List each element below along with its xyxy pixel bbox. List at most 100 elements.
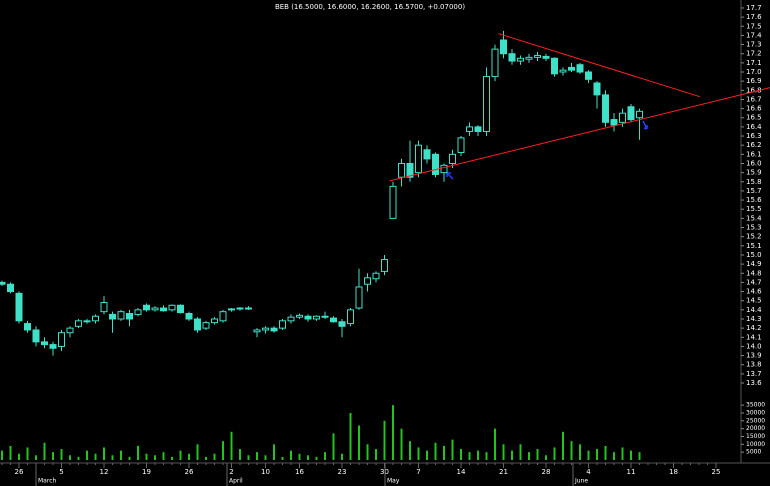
- y-tick-label: 14.7: [746, 278, 762, 286]
- candle-body: [355, 286, 363, 309]
- y-tick-label: 15.4: [746, 214, 762, 222]
- y-tick-label: 14.0: [746, 342, 762, 350]
- y-tick-label: 14.6: [746, 288, 762, 296]
- y-tick-label: 17.6: [746, 13, 762, 21]
- volume-bar: [630, 450, 632, 460]
- volume-bar: [247, 455, 250, 460]
- candle-body: [185, 313, 193, 320]
- y-tick-label: 15.7: [746, 187, 762, 195]
- arrow-marker: [446, 172, 454, 180]
- volume-bar: [392, 405, 394, 460]
- candle-body: [92, 315, 99, 322]
- candle-body: [406, 162, 414, 178]
- candle-body: [253, 329, 261, 333]
- arrow-marker: [642, 120, 648, 130]
- candle-body: [270, 327, 278, 332]
- volume-bar: [26, 447, 29, 460]
- volume-bar: [9, 445, 12, 460]
- candle-body: [109, 313, 116, 320]
- volume-bar: [511, 450, 513, 460]
- volume-bar: [256, 452, 258, 460]
- volume-bar: [171, 456, 173, 460]
- volume-bar: [18, 453, 20, 460]
- candle-body: [466, 126, 473, 132]
- y-tick-label: 14.2: [746, 324, 762, 332]
- volume-bar: [587, 450, 590, 460]
- candle-body: [24, 323, 31, 331]
- y2-tick-label: 5000: [746, 449, 761, 456]
- volume-bar: [52, 452, 54, 460]
- volume-bar: [273, 444, 275, 460]
- y-tick-label: 15.0: [746, 251, 762, 259]
- candle-body: [576, 64, 584, 73]
- candle-body: [194, 318, 201, 331]
- x-tick-label: 5: [59, 468, 63, 476]
- volume-bar: [213, 453, 216, 460]
- volume-bar: [426, 450, 428, 460]
- candle-body: [508, 53, 516, 62]
- candle-body: [432, 153, 439, 175]
- volume-bar: [341, 453, 343, 460]
- y-tick-label: 16.2: [746, 141, 762, 149]
- y-tick-label: 15.5: [746, 205, 762, 213]
- volume-bar: [94, 453, 97, 460]
- volume-bar: [519, 444, 522, 460]
- candle-body: [389, 185, 397, 219]
- x-tick-label: 12: [100, 468, 109, 476]
- volume-bar: [494, 428, 496, 460]
- volume-bar: [536, 449, 539, 460]
- y-tick-label: 14.3: [746, 315, 762, 323]
- volume-bar: [417, 447, 420, 460]
- y-tick-label: 16.7: [746, 95, 762, 103]
- volume-bar: [579, 444, 581, 460]
- volume-bar: [349, 412, 352, 460]
- volume-bar: [222, 441, 224, 460]
- volume-bar: [409, 441, 411, 460]
- candle-body: [296, 314, 303, 318]
- candle-body: [619, 112, 626, 123]
- candle-body: [440, 164, 448, 174]
- y-tick-label: 16.6: [746, 105, 762, 113]
- candle-body: [304, 315, 312, 320]
- volume-bar: [60, 449, 63, 460]
- candle-body: [236, 307, 244, 310]
- volume-bar: [400, 428, 403, 460]
- volume-bar: [451, 439, 454, 460]
- y2-tick-label: 15000: [746, 433, 765, 440]
- y-tick-label: 14.9: [746, 260, 762, 268]
- candle-body: [415, 144, 422, 174]
- x-tick-label: 14: [457, 468, 466, 476]
- volume-bar: [604, 445, 607, 460]
- candle-body: [568, 66, 575, 71]
- x-tick-label: 21: [499, 468, 508, 476]
- candle-body: [330, 317, 337, 323]
- volume-bar: [638, 452, 641, 460]
- x-tick-label: 26: [185, 468, 194, 476]
- volume-bar: [562, 431, 564, 460]
- y-tick-label: 13.8: [746, 361, 762, 369]
- candle-body: [372, 272, 380, 280]
- candle-body: [100, 302, 108, 313]
- candle-body: [321, 315, 329, 318]
- x-tick-label: 23: [338, 468, 347, 476]
- y2-tick-label: 30000: [746, 409, 765, 416]
- chart-title: BEB (16.5000, 16.6000, 16.2600, 16.5700,…: [275, 3, 465, 11]
- candle-body: [126, 313, 133, 320]
- candle-body: [627, 106, 635, 121]
- volume-bar: [307, 455, 309, 460]
- month-label: June: [574, 478, 588, 485]
- volume-bar: [375, 449, 377, 460]
- y-tick-label: 15.2: [746, 233, 762, 241]
- candle-body: [58, 332, 65, 347]
- y-tick-label: 14.8: [746, 269, 762, 277]
- volume-bar: [528, 452, 530, 460]
- y-tick-label: 17.0: [746, 68, 762, 76]
- volume-bar: [162, 452, 165, 460]
- volume-bar: [196, 444, 199, 460]
- volume-bar: [239, 449, 241, 460]
- x-tick-label: 2: [229, 468, 233, 476]
- volume-bar: [358, 425, 360, 460]
- candle-body: [83, 320, 91, 323]
- candle-body: [517, 57, 524, 62]
